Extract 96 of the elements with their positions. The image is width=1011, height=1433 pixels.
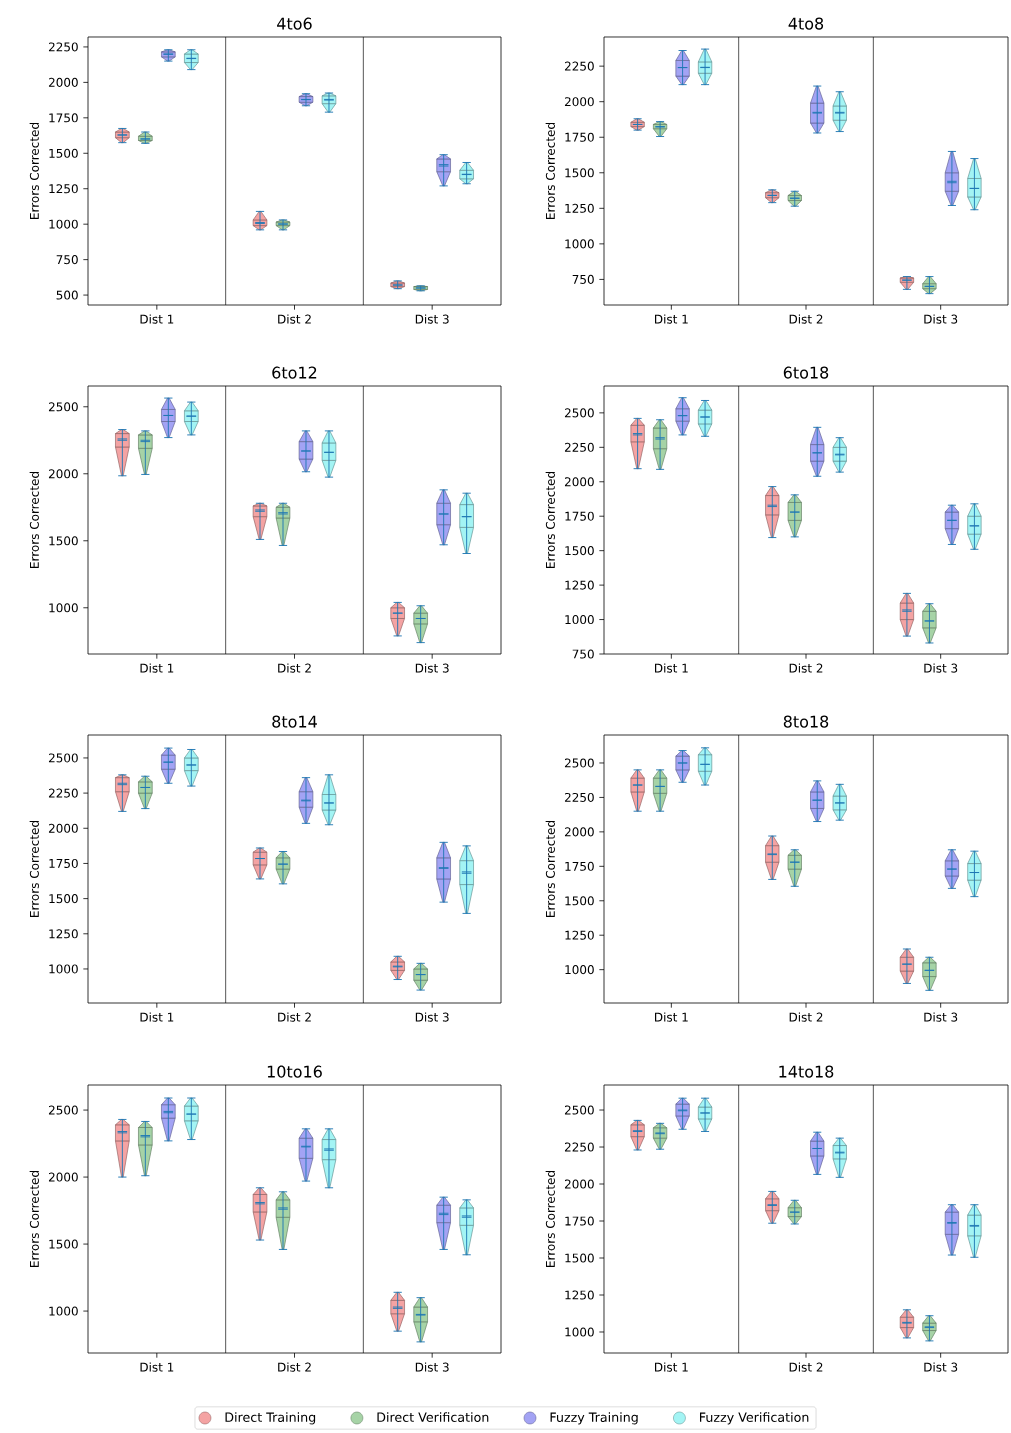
y-tick-label: 1000 (565, 239, 594, 249)
chart-title: 8to18 (783, 715, 829, 728)
y-tick-label: 2250 (564, 792, 594, 802)
y-tick-label: 2000 (48, 77, 78, 87)
y-tick-label: 2000 (48, 823, 78, 833)
y-tick-label: 1500 (49, 536, 78, 546)
x-tick-label: Dist 3 (415, 1012, 449, 1022)
y-tick-label: 2000 (564, 827, 594, 837)
y-axis-title: Errors Corrected (29, 1171, 39, 1267)
y-tick-label: 2000 (564, 477, 594, 487)
y-tick-label: 1250 (565, 580, 594, 590)
y-tick-label: 1750 (49, 858, 78, 868)
x-tick-label: Dist 1 (655, 314, 688, 324)
y-tick-label: 750 (572, 274, 594, 284)
y-tick-label: 1250 (49, 184, 78, 194)
x-tick-label: Dist 3 (415, 1362, 449, 1372)
y-tick-label: 1000 (49, 964, 78, 974)
y-tick-label: 1500 (565, 896, 594, 906)
legend-label: Direct Verification (377, 1412, 489, 1422)
x-tick-label: Dist 2 (278, 314, 311, 324)
x-tick-label: Dist 2 (789, 663, 823, 673)
y-tick-label: 1500 (49, 1239, 78, 1249)
y-tick-label: 2500 (564, 758, 594, 768)
y-tick-label: 2500 (48, 753, 78, 763)
x-tick-label: Dist 1 (140, 1362, 174, 1372)
y-tick-label: 1000 (49, 219, 78, 229)
x-tick-label: Dist 2 (278, 1362, 311, 1372)
y-tick-label: 1500 (49, 148, 78, 158)
y-tick-label: 1750 (49, 113, 78, 123)
y-axis-title: Errors Corrected (29, 821, 39, 917)
x-tick-label: Dist 2 (278, 663, 311, 673)
y-tick-label: 2500 (564, 408, 594, 418)
y-tick-label: 750 (56, 255, 78, 265)
y-tick-label: 1250 (565, 930, 594, 940)
y-tick-label: 2000 (564, 97, 594, 107)
y-tick-label: 2000 (48, 1172, 78, 1182)
y-tick-label: 2500 (48, 1105, 78, 1115)
y-tick-label: 1750 (565, 1216, 594, 1226)
y-axis-title: Errors Corrected (545, 472, 555, 568)
chart-title: 8to14 (272, 715, 317, 728)
chart-title: 6to12 (272, 366, 317, 379)
chart-title: 10to16 (267, 1065, 322, 1078)
y-tick-label: 2500 (48, 402, 78, 412)
y-tick-label: 2250 (48, 42, 78, 52)
y-tick-label: 1250 (565, 203, 594, 213)
y-tick-label: 2000 (48, 469, 78, 479)
y-tick-label: 1000 (565, 1327, 594, 1337)
chart-title: 4to6 (277, 17, 312, 30)
x-tick-label: Dist 3 (415, 663, 449, 673)
y-tick-label: 1250 (565, 1290, 594, 1300)
y-axis-title: Errors Corrected (29, 123, 39, 219)
x-tick-label: Dist 3 (924, 663, 958, 673)
y-tick-label: 1750 (565, 861, 594, 871)
y-axis-title: Errors Corrected (29, 472, 39, 568)
legend-label: Direct Training (225, 1412, 316, 1425)
y-tick-label: 2250 (564, 442, 594, 452)
y-tick-label: 2250 (564, 61, 594, 71)
x-tick-label: Dist 2 (278, 1012, 311, 1022)
legend-label: Fuzzy Training (550, 1412, 638, 1425)
y-tick-label: 1250 (49, 929, 78, 939)
y-tick-label: 750 (572, 649, 594, 659)
chart-title: 6to18 (783, 366, 829, 379)
y-tick-label: 2000 (564, 1179, 594, 1189)
y-tick-label: 1750 (565, 132, 594, 142)
y-tick-label: 1500 (565, 546, 594, 556)
x-tick-label: Dist 1 (655, 663, 688, 673)
x-tick-label: Dist 2 (789, 1362, 823, 1372)
x-tick-label: Dist 3 (415, 314, 449, 324)
y-tick-label: 2250 (48, 788, 78, 798)
x-tick-label: Dist 1 (140, 663, 174, 673)
y-tick-label: 1000 (49, 1306, 78, 1316)
y-tick-label: 1000 (565, 965, 594, 975)
x-tick-label: Dist 2 (789, 1012, 823, 1022)
y-tick-label: 1500 (49, 894, 78, 904)
x-tick-label: Dist 1 (140, 314, 174, 324)
y-tick-label: 2250 (564, 1142, 594, 1152)
y-tick-label: 2500 (564, 1105, 594, 1115)
x-tick-label: Dist 3 (924, 1012, 958, 1022)
y-axis-title: Errors Corrected (545, 123, 555, 219)
y-tick-label: 1500 (565, 1253, 594, 1263)
y-tick-label: 1750 (565, 511, 594, 521)
x-tick-label: Dist 3 (924, 1362, 958, 1372)
y-tick-label: 1000 (565, 615, 594, 625)
y-axis-title: Errors Corrected (545, 821, 555, 917)
y-axis-title: Errors Corrected (545, 1171, 555, 1267)
y-tick-label: 1500 (565, 168, 594, 178)
x-tick-label: Dist 1 (655, 1362, 688, 1372)
chart-title: 4to8 (788, 17, 824, 30)
y-tick-label: 1000 (49, 603, 78, 613)
x-tick-label: Dist 3 (924, 314, 958, 324)
x-tick-label: Dist 1 (655, 1012, 688, 1022)
legend-label: Fuzzy Verification (700, 1412, 809, 1425)
x-tick-label: Dist 1 (140, 1012, 174, 1022)
y-tick-label: 500 (56, 290, 78, 300)
chart-title: 14to18 (779, 1065, 834, 1078)
x-tick-label: Dist 2 (789, 314, 823, 324)
